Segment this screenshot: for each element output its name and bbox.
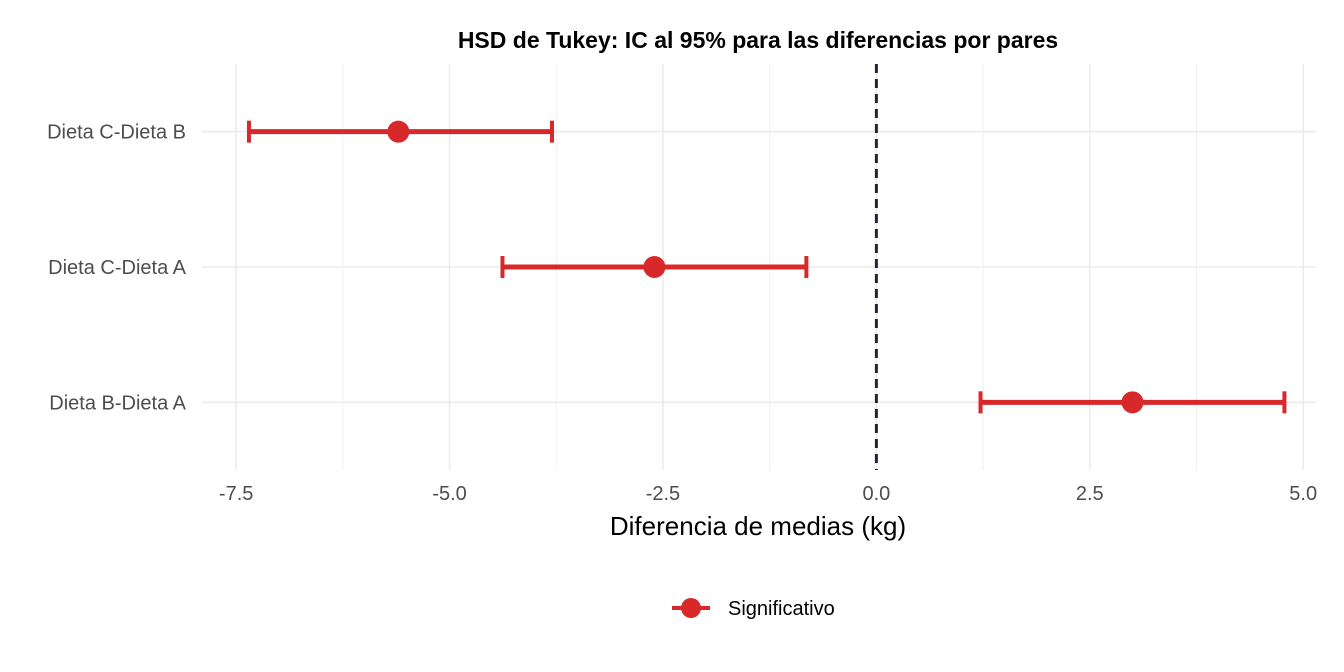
legend-label: Significativo bbox=[728, 598, 835, 620]
legend: Significativo bbox=[672, 598, 835, 620]
estimate-point bbox=[387, 120, 410, 143]
x-tick-label: 5.0 bbox=[1289, 483, 1317, 505]
y-tick-label: Dieta C-Dieta B bbox=[47, 122, 186, 144]
errorbar-3 bbox=[978, 391, 1287, 414]
x-axis-label: Diferencia de medias (kg) bbox=[610, 511, 906, 541]
x-axis-tick-labels: -7.5 -5.0 -2.5 0.0 2.5 5.0 bbox=[219, 483, 1317, 505]
y-tick-label: Dieta C-Dieta A bbox=[48, 257, 186, 279]
x-tick-label: -5.0 bbox=[432, 483, 466, 505]
y-axis-tick-labels: Dieta C-Dieta B Dieta C-Dieta A Dieta B-Di… bbox=[47, 122, 187, 415]
x-tick-label: 2.5 bbox=[1076, 483, 1104, 505]
marks bbox=[246, 120, 1287, 414]
errorbar-1 bbox=[246, 120, 554, 143]
x-tick-label: -2.5 bbox=[646, 483, 680, 505]
legend-point bbox=[681, 598, 701, 618]
chart-title: HSD de Tukey: IC al 95% para las diferen… bbox=[458, 27, 1058, 53]
errorbar-2 bbox=[500, 256, 809, 278]
x-tick-label: -7.5 bbox=[219, 483, 253, 505]
estimate-point bbox=[643, 256, 666, 278]
y-tick-label: Dieta B-Dieta A bbox=[49, 392, 186, 414]
x-tick-label: 0.0 bbox=[862, 483, 890, 505]
estimate-point bbox=[1121, 391, 1144, 414]
